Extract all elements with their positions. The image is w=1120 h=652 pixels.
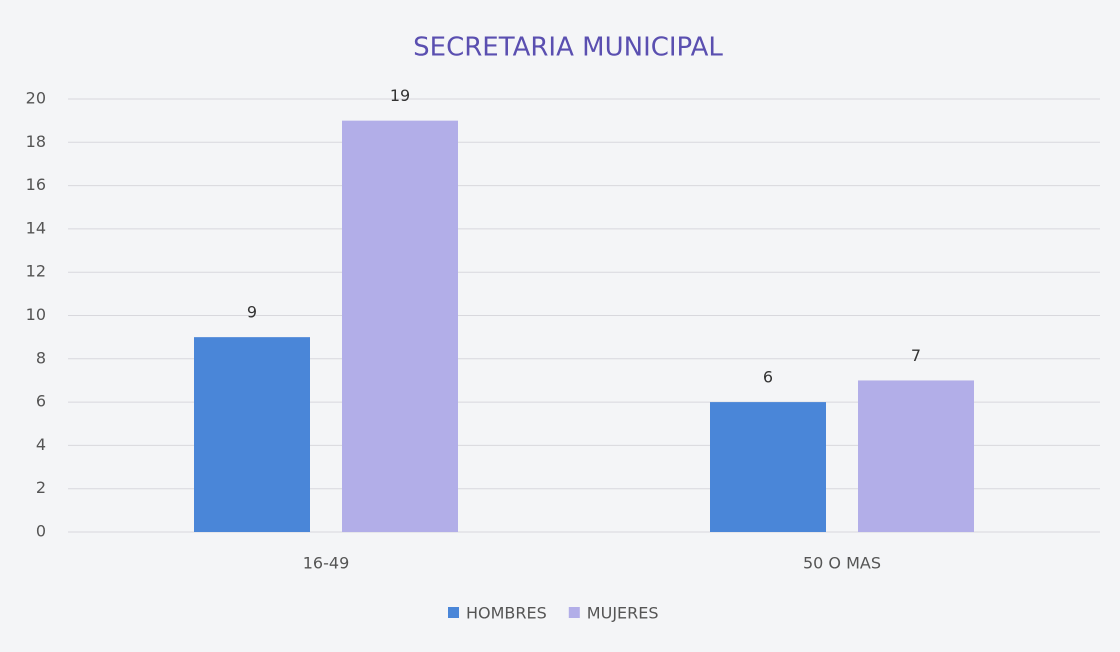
chart-title: SECRETARIA MUNICIPAL [413,33,723,63]
x-tick-label: 16-49 [303,554,350,573]
legend-label: HOMBRES [466,604,547,623]
data-label: 7 [911,346,921,365]
bar [710,402,826,532]
bar [194,337,310,532]
y-tick-label: 8 [36,348,46,367]
bar [342,120,458,533]
y-tick-label: 0 [36,522,46,541]
y-tick-label: 16 [26,175,46,194]
y-tick-label: 2 [36,478,46,497]
legend-label: MUJERES [587,604,659,623]
data-label: 6 [763,368,773,387]
y-tick-label: 18 [26,132,46,151]
x-tick-label: 50 O MAS [803,554,881,573]
legend-swatch [568,607,580,618]
y-tick-label: 6 [36,392,46,411]
bar [858,380,974,532]
legend-swatch [448,607,459,618]
data-label: 9 [247,303,257,322]
data-label: 19 [390,86,410,105]
y-tick-label: 14 [26,218,46,237]
y-tick-label: 20 [26,89,46,108]
y-tick-label: 10 [26,305,46,324]
y-tick-label: 4 [36,435,46,454]
y-tick-label: 12 [26,262,46,281]
